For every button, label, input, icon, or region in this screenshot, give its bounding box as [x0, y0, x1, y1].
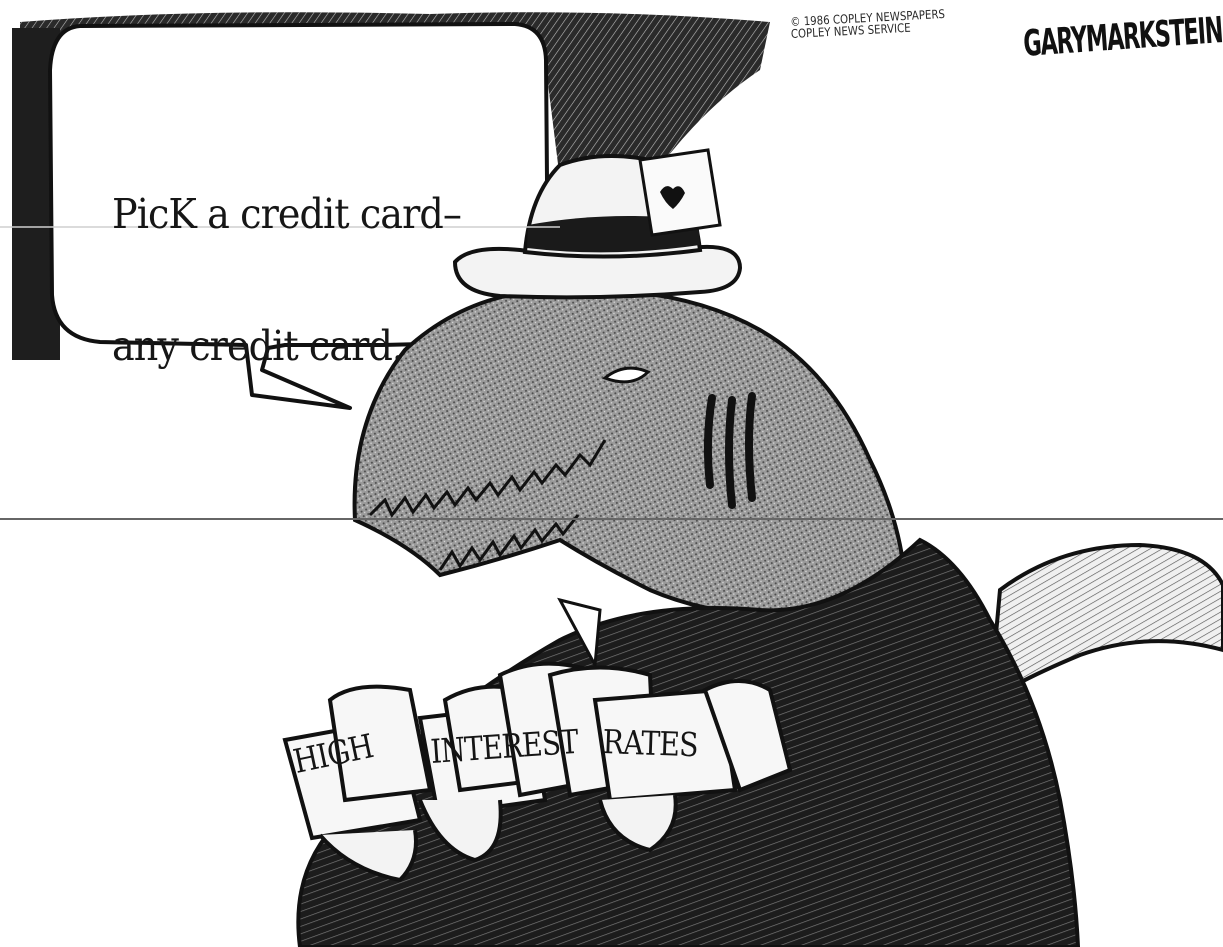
background-shading	[12, 12, 770, 360]
hand-of-cards	[282, 661, 793, 883]
speech-bubble	[48, 22, 550, 410]
card-label-rates: RATES	[602, 722, 699, 765]
speech-line-1: PicK a credit card–	[112, 190, 462, 238]
shark-head	[352, 287, 908, 618]
paper-fold-line	[0, 226, 1223, 520]
ace-of-hearts-card	[638, 148, 722, 237]
shark-tail	[987, 542, 1223, 704]
speech-text: PicK a credit card– any credit card.	[112, 104, 484, 412]
speech-line-2: any credit card.	[112, 322, 404, 370]
